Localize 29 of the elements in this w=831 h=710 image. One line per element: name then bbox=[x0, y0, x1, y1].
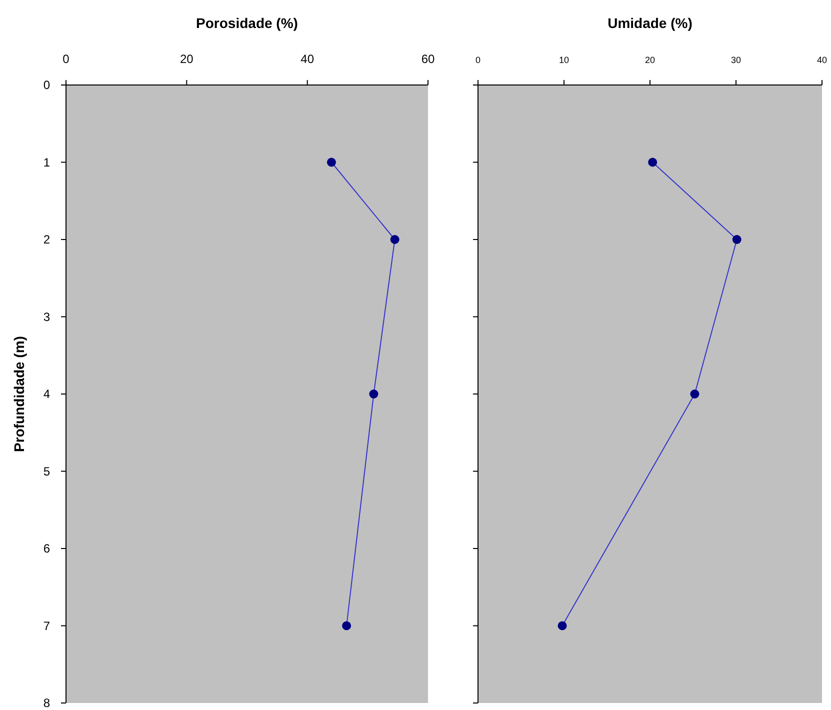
x-tick-label: 40 bbox=[300, 52, 314, 66]
point bbox=[732, 235, 742, 244]
point bbox=[690, 390, 700, 398]
point bbox=[558, 621, 567, 630]
x-tick-label: 60 bbox=[421, 52, 435, 66]
x-tick-label: 30 bbox=[730, 55, 742, 65]
y-tick-label: 7 bbox=[43, 618, 50, 633]
y-tick-label: 3 bbox=[43, 310, 50, 324]
point bbox=[369, 390, 378, 398]
x-tick-label: 0 bbox=[475, 55, 481, 65]
y-tick-label: 1 bbox=[43, 155, 50, 170]
x-axis-title: Porosidade (%) bbox=[196, 15, 298, 31]
y-axis-title: Profundidade (m) bbox=[11, 336, 27, 452]
y-tick-label: 8 bbox=[43, 696, 50, 710]
x-tick-label: 40 bbox=[816, 55, 828, 65]
y-tick-label: 2 bbox=[43, 232, 50, 246]
point bbox=[326, 158, 336, 167]
y-tick-label: 6 bbox=[43, 542, 50, 556]
y-tick-label: 0 bbox=[43, 78, 50, 92]
point bbox=[648, 158, 658, 167]
x-tick-label: 20 bbox=[644, 55, 656, 65]
x-tick-label: 0 bbox=[62, 52, 70, 66]
x-tick-label: 10 bbox=[558, 55, 570, 65]
y-tick-label: 5 bbox=[43, 464, 50, 478]
y-tick-label: 4 bbox=[43, 387, 50, 401]
x-axis-title: Umidade (%) bbox=[608, 15, 692, 31]
point bbox=[390, 235, 400, 244]
x-tick-label: 20 bbox=[180, 52, 194, 66]
point bbox=[342, 621, 352, 630]
